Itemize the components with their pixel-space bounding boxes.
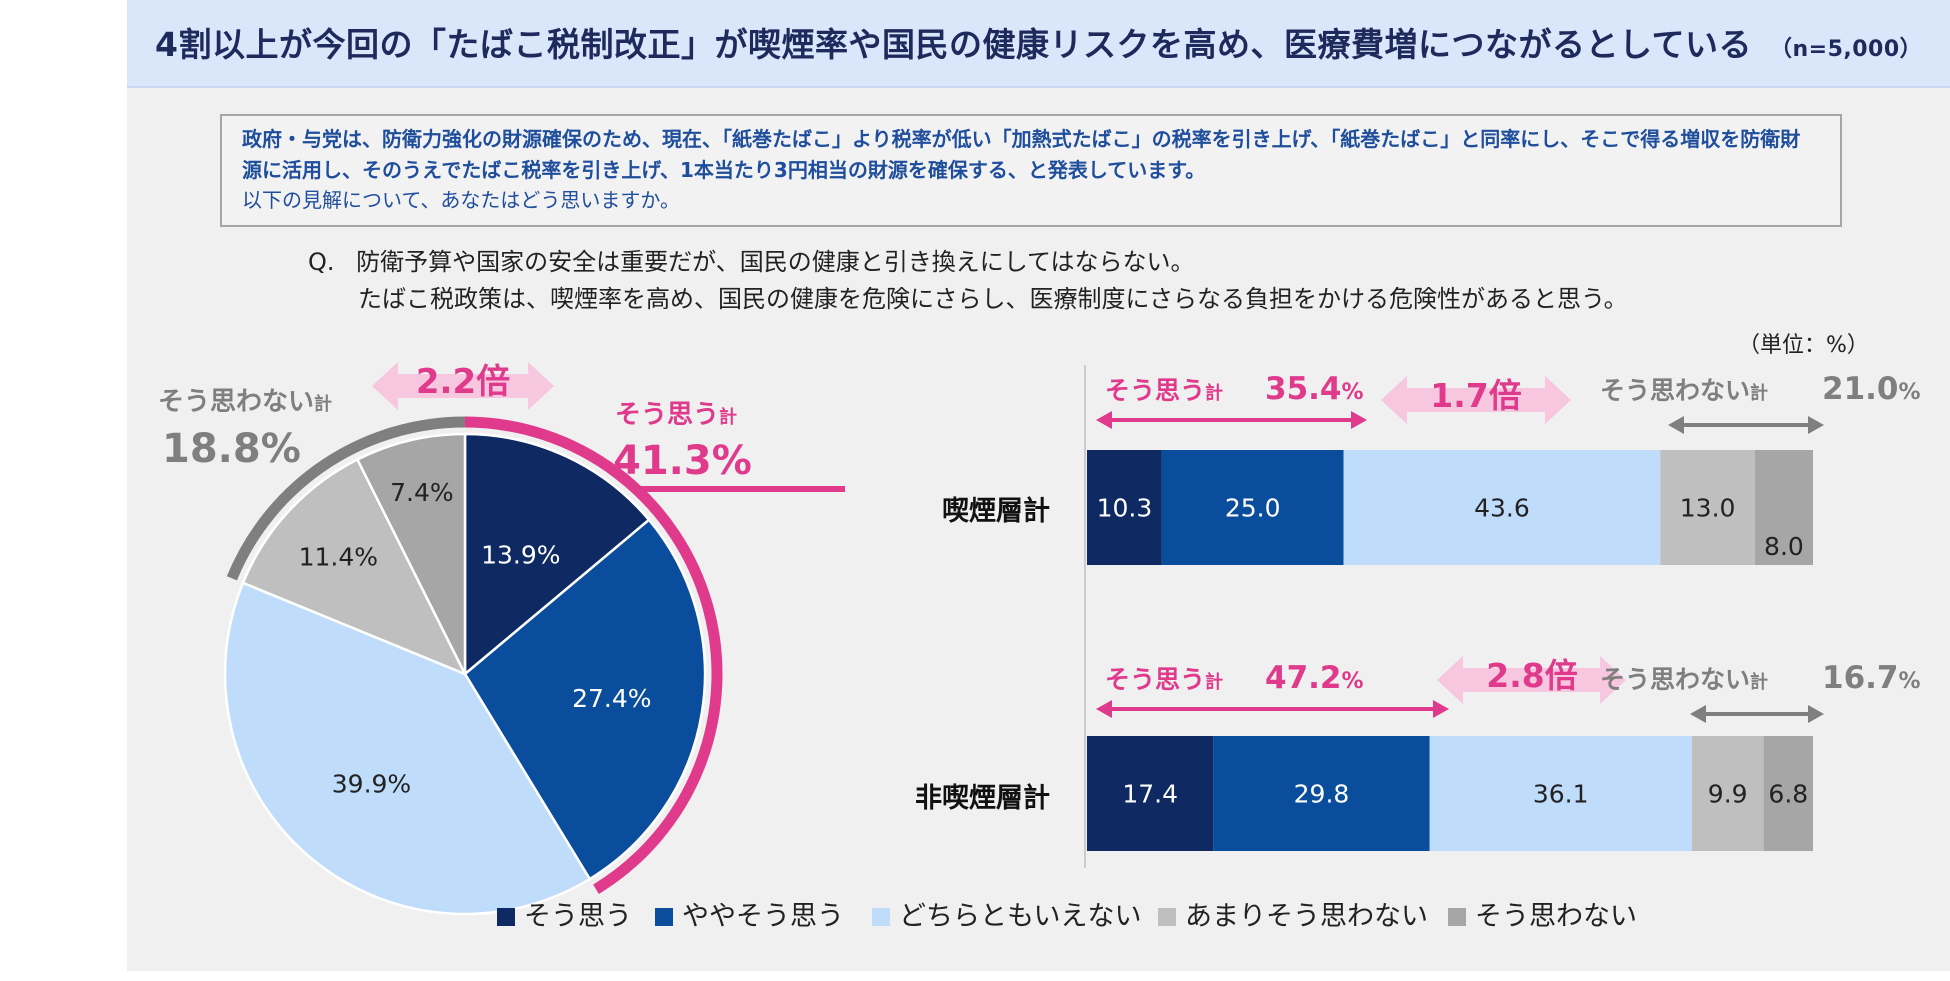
bar-2-segment-5	[1763, 736, 1813, 851]
bar-1-segment-3	[1343, 450, 1661, 565]
pie-slice-label-3: 39.9%	[332, 769, 411, 798]
row1-ratio: 1.7倍	[1430, 376, 1521, 415]
page-title: 4割以上が今回の「たばこ税制改正」が喫煙率や国民の健康リスクを高め、医療費増につ…	[155, 18, 1922, 66]
bar-2-segment-3	[1429, 736, 1692, 851]
question-line2: たばこ税政策は、喫煙率を高め、国民の健康を危険にさらし、医療制度にさらなる負担を…	[358, 285, 1628, 313]
legend-swatch-2	[655, 908, 673, 926]
legend-label-5: そう思わない	[1475, 901, 1637, 932]
bar-2-label-1: 17.4	[1122, 780, 1178, 809]
bar-1-segment-4	[1660, 450, 1755, 565]
row1-disagree-arrow	[1668, 416, 1824, 434]
row1-disagree-value: 21.0%	[1822, 371, 1921, 407]
unit-label: （単位：%）	[1738, 333, 1869, 358]
legend-swatch-1	[497, 908, 515, 926]
pie-agree-total-label: そう思う計	[615, 400, 737, 430]
bar-1-segment-5	[1754, 450, 1813, 565]
pie-chart: 13.9% 27.4% 39.9% 11.4% 7.4%	[223, 432, 707, 916]
question: Q. 防衛予算や国家の安全は重要だが、国民の健康と引き換えにしてはならない。 た…	[308, 244, 1628, 318]
pie-agree-total-value: 41.3%	[613, 438, 752, 484]
bar-1-label-3: 43.6	[1474, 494, 1530, 523]
row2-agree-arrow	[1096, 700, 1449, 718]
pie-slice-label-1: 13.9%	[481, 540, 560, 569]
bar-chart: 10.3 25.0 43.6 13.0 8.0 17.4 29.8 36.1 9.9 6.8	[1087, 450, 1813, 851]
bar-category-nonsmokers: 非喫煙層計	[915, 782, 1050, 814]
row1-agree-arrow	[1096, 411, 1367, 429]
pie-disagree-total-label: そう思わない計	[158, 387, 332, 417]
legend-label-2: ややそう思う	[682, 901, 844, 932]
bar-1-segment-1	[1087, 450, 1162, 565]
legend-label-4: あまりそう思わない	[1185, 901, 1428, 932]
pie-slice-label-4: 11.4%	[299, 543, 378, 572]
preamble-question: 以下の見解について、あなたはどう思いますか。	[242, 188, 680, 212]
pie-agree-arc	[464, 416, 723, 894]
row1-agree-label: そう思う計	[1105, 376, 1223, 405]
row2-ratio-arrow	[1437, 656, 1626, 704]
bar-category-smokers: 喫煙層計	[942, 495, 1050, 527]
preamble-text: 政府・与党は、防衛力強化の財源確保のため、現在、「紙巻たばこ」より税率が低い「加…	[242, 127, 1801, 182]
header-bar	[127, 0, 1950, 88]
pie-slice-label-2: 27.4%	[572, 684, 651, 713]
row2-agree-label: そう思う計	[1105, 665, 1223, 694]
pie-disagree-arc	[226, 416, 466, 581]
pie-ratio: 2.2倍	[416, 362, 510, 402]
row1-disagree-label: そう思わない計	[1600, 376, 1768, 405]
legend-swatch-4	[1158, 908, 1176, 926]
bar-2-label-3: 36.1	[1533, 780, 1589, 809]
bar-1-segment-2	[1161, 450, 1344, 565]
legend-label-3: どちらともいえない	[899, 901, 1141, 932]
row2-disagree-label: そう思わない計	[1600, 665, 1768, 694]
legend-swatch-5	[1448, 908, 1466, 926]
pie-slice-label-5: 7.4%	[390, 478, 454, 507]
legend-label-1: そう思う	[524, 901, 632, 932]
pie-slice-2	[463, 518, 707, 881]
preamble-box: 政府・与党は、防衛力強化の財源確保のため、現在、「紙巻たばこ」より税率が低い「加…	[220, 114, 1842, 227]
bar-1-label-2: 25.0	[1225, 494, 1281, 523]
bar-1-label-5: 8.0	[1764, 532, 1804, 561]
bar-2-label-2: 29.8	[1294, 780, 1350, 809]
row1-ratio-arrow	[1381, 376, 1571, 424]
bar-1-label-1: 10.3	[1097, 494, 1153, 523]
row2-ratio: 2.8倍	[1486, 656, 1577, 695]
bar-2-label-4: 9.9	[1708, 780, 1748, 809]
bar-2-segment-4	[1691, 736, 1764, 851]
row2-agree-value: 47.2%	[1265, 660, 1364, 696]
row2-disagree-arrow	[1690, 705, 1824, 723]
pie-disagree-total-value: 18.8%	[162, 426, 301, 472]
row1-agree-value: 35.4%	[1265, 371, 1364, 407]
legend-swatch-3	[872, 908, 890, 926]
pie-slice-5	[355, 432, 467, 675]
legend: そう思う ややそう思う どちらともいえない あまりそう思わない そう思わない	[497, 901, 1637, 932]
pie-ratio-arrow	[372, 362, 554, 410]
sample-size: （n=5,000）	[1769, 37, 1923, 62]
question-line1: 防衛予算や国家の安全は重要だが、国民の健康と引き換えにしてはならない。	[356, 248, 1195, 276]
pie-slice-4	[241, 457, 468, 677]
pie-slice-1	[463, 432, 651, 677]
bar-2-segment-1	[1087, 736, 1214, 851]
title-text: 4割以上が今回の「たばこ税制改正」が喫煙率や国民の健康リスクを高め、医療費増につ…	[155, 25, 1752, 64]
bar-1-label-4: 13.0	[1680, 494, 1736, 523]
bar-2-segment-2	[1213, 736, 1430, 851]
bar-2-label-5: 6.8	[1768, 780, 1808, 809]
question-prefix: Q.	[308, 248, 335, 276]
row2-disagree-value: 16.7%	[1822, 660, 1921, 696]
